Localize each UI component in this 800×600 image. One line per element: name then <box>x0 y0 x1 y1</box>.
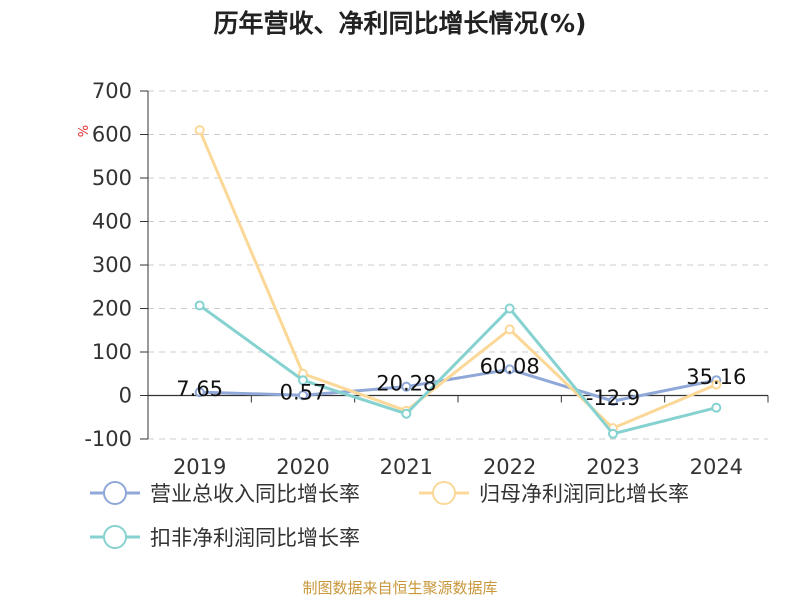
chart-title: 历年营收、净利同比增长情况(%) <box>213 9 587 38</box>
data-label: 35.16 <box>686 365 746 389</box>
source-note: 制图数据来自恒生聚源数据库 <box>302 579 498 597</box>
data-label: 0.57 <box>280 380 327 404</box>
x-tick-label: 2019 <box>173 455 226 479</box>
legend-item-2: 归母净利润同比增长率 <box>419 481 689 506</box>
data-point <box>194 125 205 136</box>
data-point <box>608 428 618 439</box>
series-line-1 <box>199 367 717 403</box>
legend-label: 营业总收入同比增长率 <box>150 482 360 506</box>
y-tick-label: 700 <box>92 79 132 103</box>
data-point <box>608 396 618 407</box>
data-point <box>401 381 412 392</box>
data-point <box>504 303 515 314</box>
data-point <box>298 375 308 386</box>
data-label: 60.08 <box>480 354 540 378</box>
y-tick-label: 200 <box>92 297 132 321</box>
data-point <box>504 324 515 335</box>
data-label-layer: 7.65 0.57 20.28 60.08 -12.9 35.16 <box>176 354 746 410</box>
axis-layer: -100 0 100 200 300 400 500 600 700 2019 2020 2021 20… <box>77 79 769 479</box>
y-tick-label: 300 <box>92 253 132 277</box>
x-tick-label: 2023 <box>586 455 639 479</box>
legend-swatch-marker <box>103 525 127 549</box>
y-tick-label: -100 <box>84 427 132 451</box>
x-tick-label: 2020 <box>276 455 329 479</box>
data-label: 7.65 <box>176 377 223 401</box>
legend-label: 扣非净利润同比增长率 <box>150 526 360 550</box>
data-point <box>298 390 308 401</box>
data-label: -12.9 <box>586 386 640 410</box>
data-point <box>401 408 412 419</box>
x-tick-label: 2021 <box>380 455 433 479</box>
data-point <box>194 387 205 398</box>
y-unit-label: % <box>77 125 92 137</box>
grid-layer <box>148 90 768 440</box>
legend-label: 归母净利润同比增长率 <box>479 482 689 506</box>
x-tick-label: 2022 <box>483 455 536 479</box>
data-label: 20.28 <box>376 372 436 396</box>
data-point <box>504 364 515 375</box>
x-tick-label: 2024 <box>690 455 743 479</box>
legend-item-3: 扣非净利润同比增长率 <box>90 525 360 550</box>
y-tick-label: 500 <box>92 166 132 190</box>
y-tick-label: 0 <box>119 384 132 408</box>
series-layer <box>194 125 722 439</box>
series-line-3 <box>198 304 717 436</box>
data-point <box>711 379 722 390</box>
legend-swatch-marker <box>103 481 127 505</box>
data-point <box>194 300 205 311</box>
data-point <box>711 402 722 413</box>
series-line-2 <box>198 129 717 430</box>
y-tick-label: 100 <box>92 340 132 364</box>
legend-swatch-marker <box>432 481 456 505</box>
y-tick-label: 600 <box>92 123 132 147</box>
y-tick-label: 400 <box>92 210 132 234</box>
legend-item-1: 营业总收入同比增长率 <box>90 481 360 506</box>
